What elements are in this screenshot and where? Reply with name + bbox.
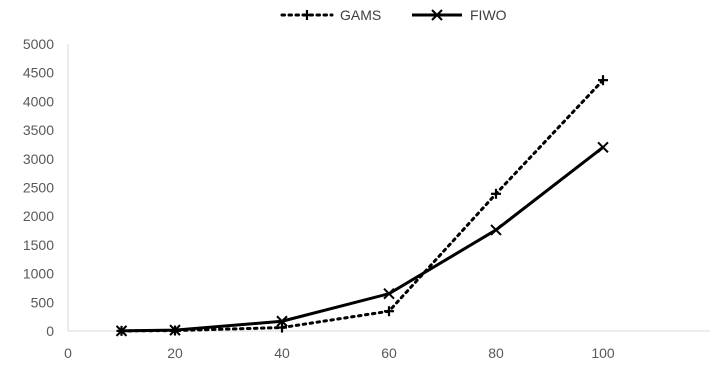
y-tick-label: 4500 [23,65,54,81]
x-tick-label: 60 [381,345,397,361]
data-point-fiwo [276,315,288,327]
y-tick-label: 3000 [23,151,54,167]
legend-label-gams: GAMS [340,7,381,23]
data-point-fiwo [115,325,128,337]
data-point-fiwo [383,287,395,300]
y-tick-label: 5000 [23,36,54,52]
series-line-gams [120,78,605,333]
x-tick-label: 20 [167,345,183,361]
data-point-fiwo [597,141,609,154]
x-tick-label: 80 [488,345,504,361]
data-point-fiwo [169,324,181,336]
x-tick-label: 0 [64,345,72,361]
data-point-gams [384,306,394,317]
data-point-gams [277,322,287,333]
y-tick-label: 2000 [23,208,54,224]
chart-series [115,75,609,337]
y-tick-label: 500 [31,294,55,310]
chart-legend: GAMS FIWO [280,7,507,23]
y-tick-label: 1000 [23,266,54,282]
legend-marker-fiwo [431,9,443,21]
y-axis-tick-labels: 0 500 1000 1500 2000 2500 3000 3500 4000 4500 5000 [23,36,54,339]
series-line-fiwo [121,146,604,333]
legend-item-fiwo: FIWO [412,7,507,23]
legend-label-fiwo: FIWO [470,7,507,23]
legend-marker-gams [302,10,312,20]
x-tick-label: 40 [274,345,290,361]
x-tick-label: 100 [591,345,615,361]
data-point-gams [491,188,501,199]
x-axis-tick-labels: 0 20 40 60 80 100 [64,345,615,361]
data-point-gams [598,75,608,86]
legend-item-gams: GAMS [280,7,381,23]
y-tick-label: 4000 [23,93,54,109]
y-tick-label: 2500 [23,180,54,196]
y-tick-label: 1500 [23,237,54,253]
data-point-fiwo [490,224,502,236]
chart-axes [67,44,710,332]
y-tick-label: 0 [46,323,54,339]
y-tick-label: 3500 [23,122,54,138]
